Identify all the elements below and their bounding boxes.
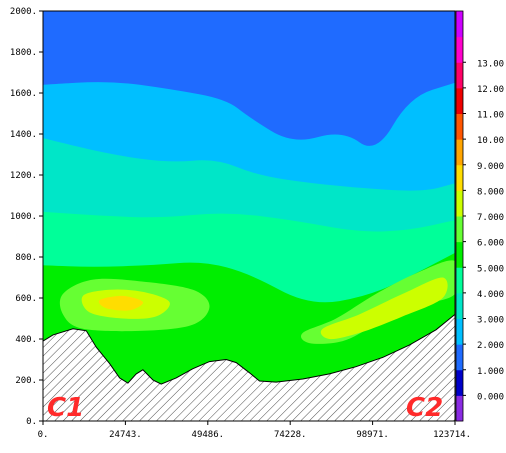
y-tick-label: 800. (15, 253, 37, 263)
x-tick-label: 74228. (274, 430, 307, 440)
colorbar-swatch (456, 395, 463, 422)
y-tick-label: 2000. (10, 7, 37, 17)
terrain-hatch (43, 313, 455, 421)
colorbar-tick-label: 6.000 (477, 239, 504, 249)
colorbar-swatch (456, 139, 463, 166)
contour-band-level-6-7 (320, 277, 448, 340)
colorbar-tick-label: 10.00 (477, 136, 504, 146)
x-tick-label: 98971. (356, 430, 389, 440)
x-tick-label: 123714. (433, 430, 471, 440)
x-tick-label: 0. (38, 430, 49, 440)
y-tick-label: 1800. (10, 48, 37, 58)
contour-band-level-7-8 (98, 295, 143, 311)
y-tick-label: 400. (15, 335, 37, 345)
colorbar-swatch (456, 344, 463, 371)
colorbar-tick-label: 11.00 (477, 111, 504, 121)
colorbar-tick-label: 1.000 (477, 367, 504, 377)
colorbar (455, 10, 464, 422)
colorbar-swatch (456, 62, 463, 89)
colorbar-tick-label: 13.00 (477, 59, 504, 69)
y-tick-label: 1400. (10, 130, 37, 140)
colorbar-swatch (456, 318, 463, 345)
y-tick-label: 0. (26, 417, 37, 427)
x-axis-ticks: 0. 24743. 49486. 74228. 98971. 123714. (38, 421, 471, 440)
colorbar-swatch (456, 369, 463, 396)
y-axis-ticks: 0. 200. 400. 600. 800. 1000. 1200. 1400. 1600. 18… (10, 7, 43, 427)
y-tick-label: 1200. (10, 171, 37, 181)
colorbar-swatch (456, 87, 463, 114)
colorbar-tick-label: 4.000 (477, 290, 504, 300)
colorbar-swatch (456, 190, 463, 217)
contour-field (43, 11, 455, 421)
colorbar-tick-label: 9.000 (477, 162, 504, 172)
y-tick-label: 600. (15, 294, 37, 304)
colorbar-swatch (456, 164, 463, 191)
colorbar-tick-label: 0.000 (477, 392, 504, 402)
colorbar-swatch (456, 36, 463, 63)
colorbar-tick-label: 3.000 (477, 316, 504, 326)
corner-label-right: C2 (406, 393, 443, 423)
colorbar-tick-label: 7.000 (477, 213, 504, 223)
colorbar-swatch (456, 113, 463, 140)
colorbar-tick-label: 12.00 (477, 85, 504, 95)
colorbar-tick-label: 5.000 (477, 264, 504, 274)
corner-label-left: C1 (47, 393, 84, 423)
colorbar-tick-labels: 0.000 1.000 2.000 3.000 4.000 5.000 6.000 7.000… (463, 59, 504, 402)
colorbar-tick-label: 8.000 (477, 187, 504, 197)
colorbar-swatch (456, 241, 463, 268)
y-tick-label: 200. (15, 376, 37, 386)
y-tick-label: 1000. (10, 212, 37, 222)
x-tick-label: 49486. (192, 430, 225, 440)
y-tick-label: 1600. (10, 89, 37, 99)
colorbar-swatch (456, 267, 463, 294)
terrain-profile (43, 313, 455, 421)
colorbar-swatch (456, 292, 463, 319)
colorbar-tick-label: 2.000 (477, 341, 504, 351)
x-tick-label: 24743. (109, 430, 142, 440)
colorbar-swatch (456, 11, 463, 38)
colorbar-swatch (456, 216, 463, 243)
